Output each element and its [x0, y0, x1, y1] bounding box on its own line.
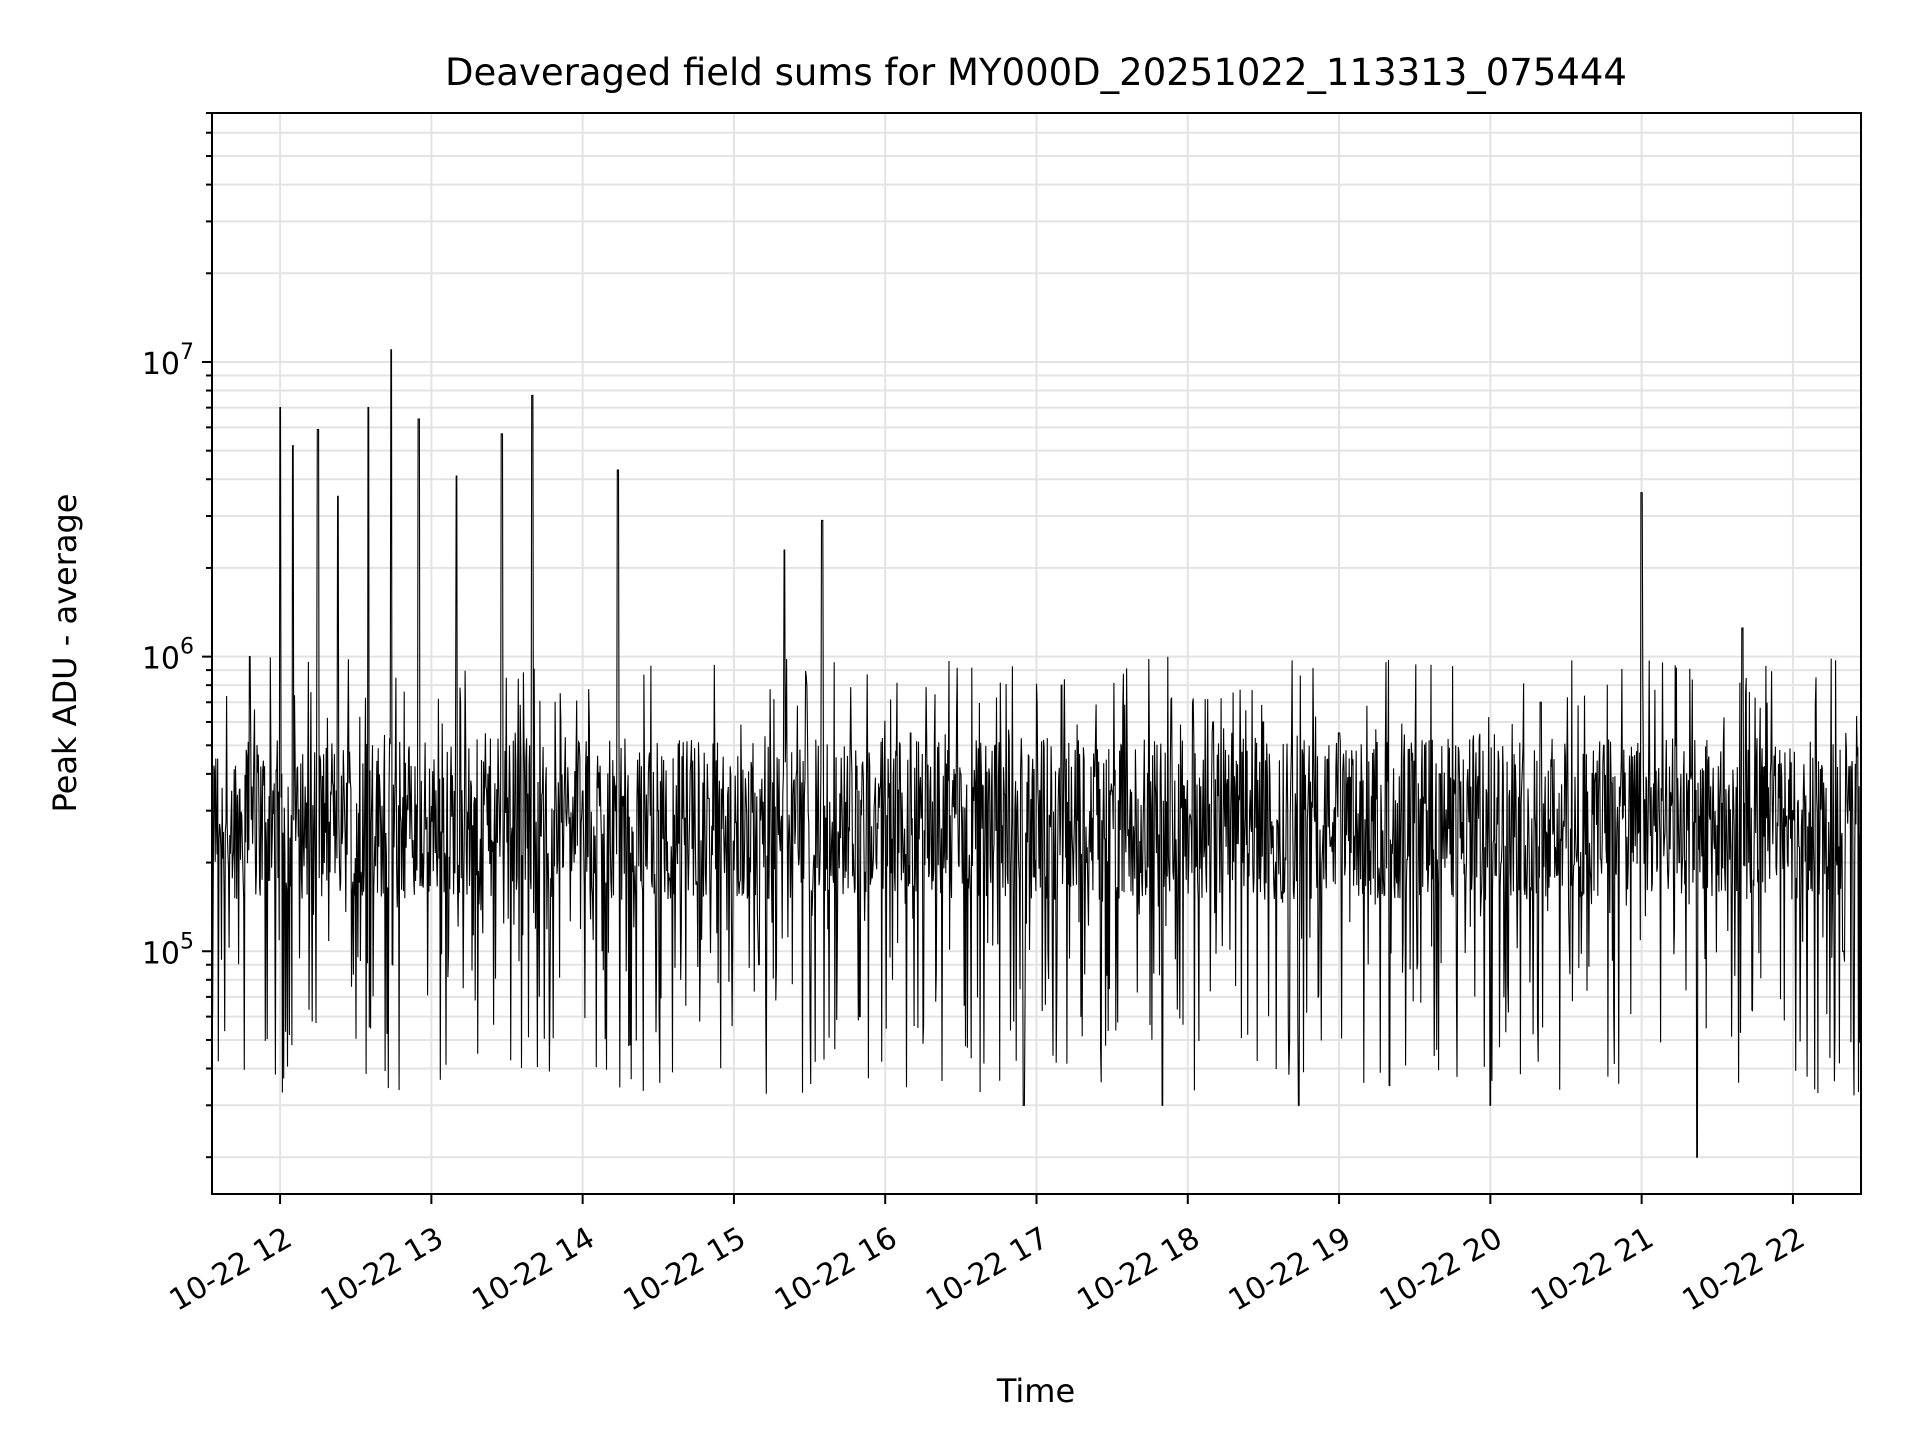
x-tick-label: 10-22 14: [466, 1221, 600, 1319]
x-tick-label: 10-22 12: [164, 1221, 298, 1319]
x-tick-label: 10-22 16: [769, 1221, 903, 1319]
x-tick-label: 10-22 19: [1223, 1221, 1357, 1319]
y-tick-label: 105: [142, 929, 194, 971]
y-axis-label: Peak ADU - average: [46, 494, 84, 813]
x-tick-label: 10-22 15: [618, 1221, 752, 1319]
x-tick-label: 10-22 22: [1677, 1221, 1811, 1319]
y-tick-label: 107: [142, 340, 194, 382]
x-tick-label: 10-22 13: [315, 1221, 449, 1319]
x-tick-label: 10-22 21: [1525, 1221, 1659, 1319]
chart-title: Deaveraged field sums for MY000D_2025102…: [445, 51, 1627, 94]
x-tick-label: 10-22 20: [1374, 1221, 1508, 1319]
series-line: [212, 349, 1861, 1158]
x-axis-label: Time: [996, 1372, 1075, 1410]
y-tick-label: 106: [142, 635, 194, 677]
x-tick-label: 10-22 17: [920, 1221, 1054, 1319]
x-tick-label: 10-22 18: [1071, 1221, 1205, 1319]
